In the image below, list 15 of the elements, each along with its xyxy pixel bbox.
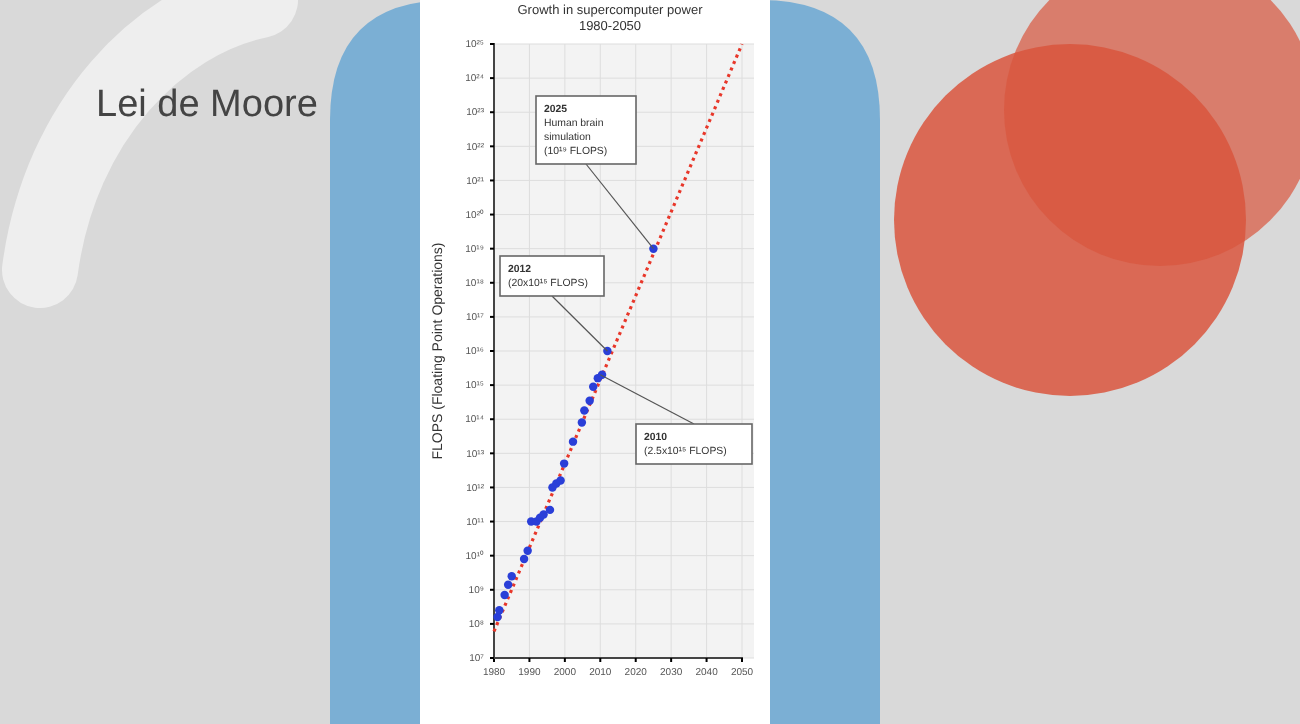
point — [519, 554, 529, 564]
point — [588, 382, 598, 391]
point — [495, 606, 504, 615]
point — [503, 580, 513, 590]
point — [568, 437, 578, 446]
point — [585, 396, 594, 405]
point — [577, 418, 587, 427]
text: Lei de Moore — [96, 84, 318, 126]
point — [493, 612, 502, 622]
point — [559, 459, 569, 468]
point — [507, 571, 516, 581]
point — [545, 505, 555, 515]
point — [523, 546, 532, 555]
point — [500, 590, 509, 600]
point — [580, 406, 589, 415]
